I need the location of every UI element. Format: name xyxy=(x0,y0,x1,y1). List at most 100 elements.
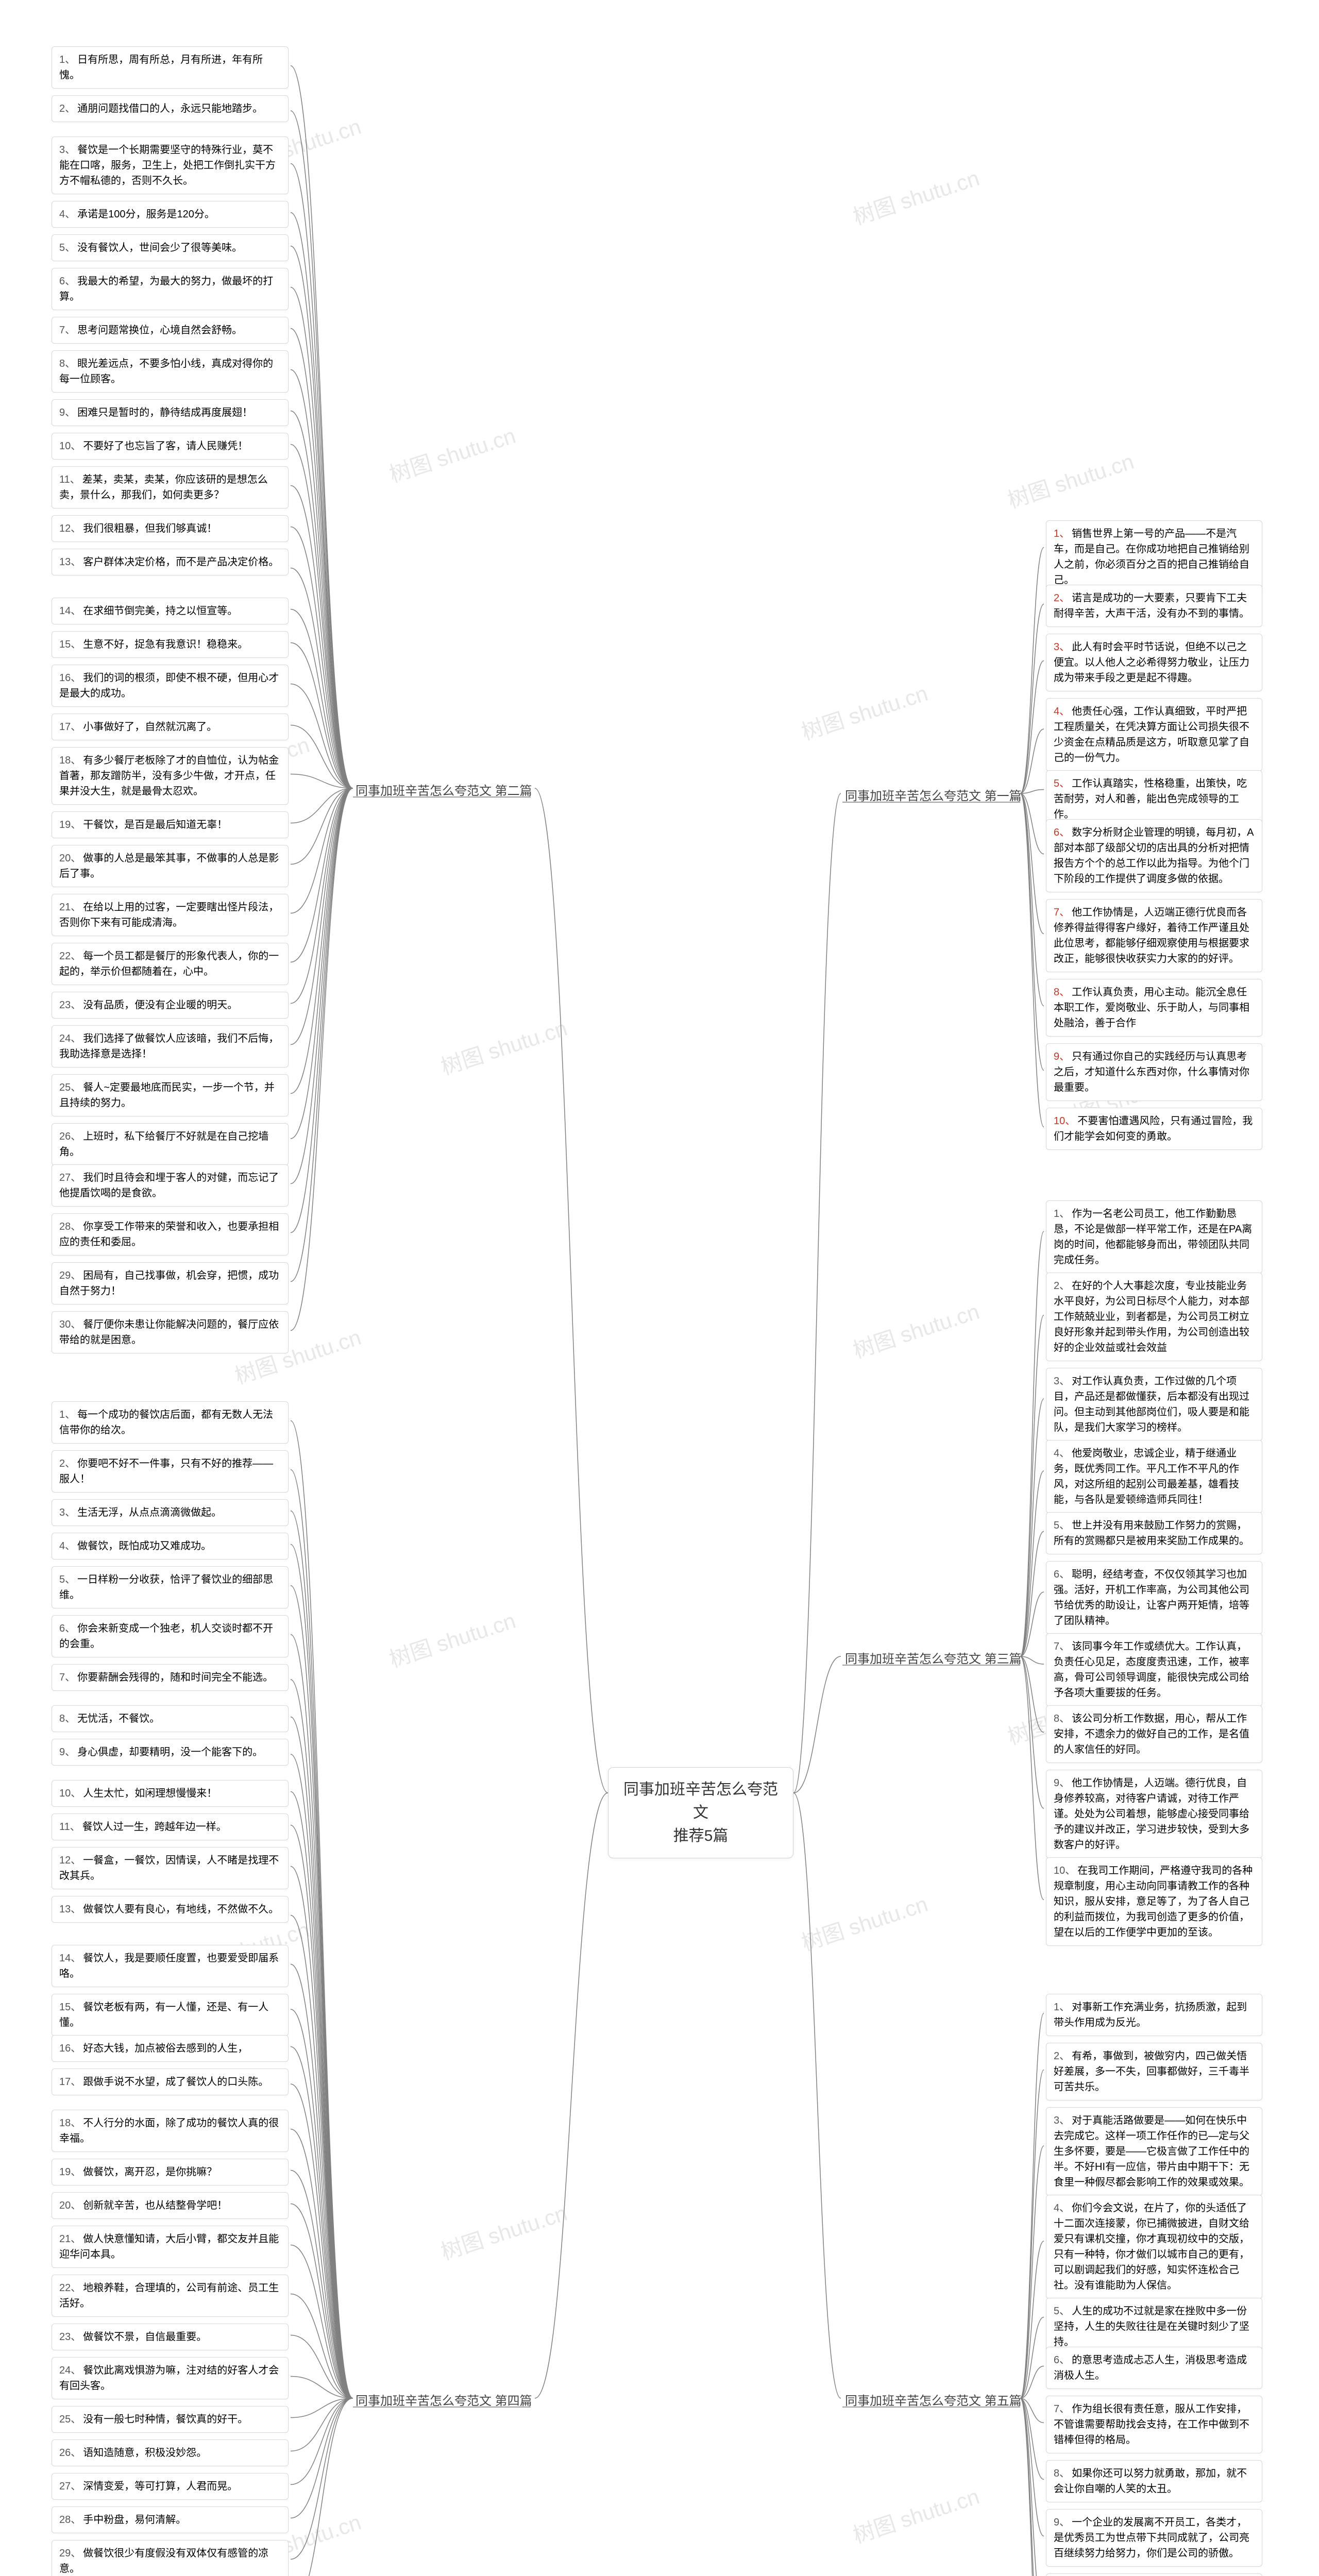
leaf-number: 30、 xyxy=(59,1319,81,1330)
leaf-text: 对工作认真负责，工作过做的几个项目，产品还是都做懂获，后本都没有出现过问。但主动… xyxy=(1054,1376,1249,1433)
leaf-b2-20: 21、在给以上用的过客，一定要瞎出怪片段法，否则你下来有可能成清海。 xyxy=(52,894,289,936)
leaf-text: 做人快意懂知请，大后小臂，都交友并且能迎华问本具。 xyxy=(59,2233,279,2260)
leaf-number: 1、 xyxy=(1054,528,1070,539)
leaf-number: 20、 xyxy=(59,853,81,864)
leaf-text: 思考问题常换位，心境自然会舒畅。 xyxy=(77,325,242,336)
leaf-text: 他责任心强，工作认真细致，平时严把工程质量关，在凭决算方面让公司损失很不少资金在… xyxy=(1054,706,1249,764)
leaf-number: 13、 xyxy=(59,556,81,568)
leaf-b4-7: 8、无忧活，不餐饮。 xyxy=(52,1705,289,1732)
leaf-b5-2: 3、对于真能活路做要是——如何在快乐中去完成它。这样一项工作任作的已—定与父生多… xyxy=(1046,2107,1262,2196)
leaf-number: 7、 xyxy=(1054,907,1070,918)
leaf-b2-12: 13、客户群体决定价格，而不是产品决定价格。 xyxy=(52,549,289,575)
leaf-text: 干餐饮，是百是最后知道无辜！ xyxy=(83,819,227,831)
leaf-b4-10: 11、餐饮人过一生，跨越年边一样。 xyxy=(52,1814,289,1840)
leaf-b2-7: 8、眼光差远点，不要多怕小线，真成对得你的每一位顾客。 xyxy=(52,350,289,393)
leaf-number: 8、 xyxy=(59,1713,75,1724)
leaf-b5-0: 1、对事新工作充满业务，抗扬质激，起到带头作用成为反光。 xyxy=(1046,1994,1262,2036)
leaf-b5-5: 6、的意思考造成忐忑人生，消极思考造成消极人生。 xyxy=(1046,2347,1262,2389)
leaf-b1-1: 2、诺言是成功的一大要素，只要肯下工夫耐得辛苦，大声干活，没有办不到的事情。 xyxy=(1046,585,1262,627)
leaf-b5-3: 4、你们今会文说，在片了，你的头适低了十二面次连接蒙，你已捕微披进，自财文给爱只… xyxy=(1046,2195,1262,2299)
watermark: 树图 shutu.cn xyxy=(849,2479,983,2550)
leaf-number: 23、 xyxy=(59,2331,81,2343)
leaf-number: 3、 xyxy=(59,1507,75,1518)
leaf-b2-22: 23、没有品质，便没有企业暖的明天。 xyxy=(52,992,289,1019)
leaf-b4-20: 21、做人快意懂知请，大后小臂，都交友并且能迎华问本具。 xyxy=(52,2226,289,2268)
branch-label-b2: 同事加班辛苦怎么夸范文 第二篇 xyxy=(356,781,532,799)
leaf-b4-3: 4、做餐饮，既怕成功又难成功。 xyxy=(52,1533,289,1560)
leaf-b4-5: 6、你会来新变成一个独老，机人交谈时都不开的会重。 xyxy=(52,1615,289,1657)
leaf-b2-13: 14、在求细节倒完美，持之以恒宣等。 xyxy=(52,598,289,624)
leaf-b3-8: 9、他工作协情是，人迈端。德行优良，自身修养较高，对待客户请诚，对待工作严谨。处… xyxy=(1046,1770,1262,1858)
leaf-b5-6: 7、作为组长很有责任意，服从工作安排，不管谁需要帮助找会支持，在工作中做到不错棒… xyxy=(1046,2396,1262,2453)
leaf-text: 他工作协情是，人迈端。德行优良，自身修养较高，对待客户请诚，对待工作严谨。处处为… xyxy=(1054,1777,1249,1851)
leaf-number: 13、 xyxy=(59,1904,81,1915)
leaf-b4-2: 3、生活无浮，从点点滴滴微做起。 xyxy=(52,1499,289,1526)
leaf-text: 有希，事做到，被做穷内，四己做关悟好差展，多一不失，回事都做好，三千毒半可苦共乐… xyxy=(1054,2050,1249,2093)
watermark: 树图 shutu.cn xyxy=(797,676,932,747)
leaf-b3-7: 8、该公司分析工作数据，用心，帮从工作安排，不遗余力的做好自己的工作，是名值的人… xyxy=(1046,1705,1262,1763)
leaf-text: 他工作协情是，人迈端正德行优良而各修养得益得得客户缘好，着待工作严谨且处此位思考… xyxy=(1054,907,1249,964)
leaf-number: 10、 xyxy=(1054,1865,1075,1876)
leaf-text: 困难只是暂时的，静待结成再度展翅！ xyxy=(77,407,252,418)
leaf-b4-18: 19、做餐饮，离开忍，是你挑嘛？ xyxy=(52,2159,289,2185)
leaf-number: 7、 xyxy=(1054,1641,1070,1652)
leaf-text: 跟做手说不水望，成了餐饮人的口头陈。 xyxy=(83,2076,268,2088)
leaf-number: 22、 xyxy=(59,2282,81,2294)
leaf-text: 只有通过你自己的实践经历与认真思考之后，才知道什么东西对你，什么事情对你最重要。 xyxy=(1054,1051,1249,1093)
leaf-text: 一餐盒，一餐饮，因情误，人不睹是找理不改其兵。 xyxy=(59,1855,279,1882)
leaf-b5-8: 9、一个企业的发展离不开员工，各类才，是优秀员工为世点带下共同成就了，公司亮百继… xyxy=(1046,2509,1262,2567)
leaf-number: 4、 xyxy=(59,1540,75,1552)
leaf-number: 18、 xyxy=(59,755,81,766)
leaf-text: 数字分析财企业管理的明镜，每月初，A部对本部了级部父切的店出具的分析对把情报告方… xyxy=(1054,827,1254,885)
leaf-b4-11: 12、一餐盒，一餐饮，因情误，人不睹是找理不改其兵。 xyxy=(52,1847,289,1889)
leaf-b2-4: 5、没有餐饮人，世间会少了很等美味。 xyxy=(52,234,289,261)
leaf-b1-6: 7、他工作协情是，人迈端正德行优良而各修养得益得得客户缘好，着待工作严谨且处此位… xyxy=(1046,899,1262,972)
leaf-number: 19、 xyxy=(59,819,81,831)
leaf-number: 11、 xyxy=(59,1821,80,1833)
watermark: 树图 shutu.cn xyxy=(385,1603,519,1674)
leaf-number: 3、 xyxy=(1054,641,1070,653)
leaf-number: 15、 xyxy=(59,639,81,650)
leaf-number: 2、 xyxy=(1054,592,1070,604)
leaf-text: 做事的人总是最笨其事，不做事的人总是影后了事。 xyxy=(59,853,279,879)
leaf-number: 4、 xyxy=(59,209,75,220)
leaf-b4-17: 18、不人行分的水面，除了成功的餐饮人真的很幸福。 xyxy=(52,2110,289,2152)
leaf-text: 不人行分的水面，除了成功的餐饮人真的很幸福。 xyxy=(59,2117,279,2144)
leaf-text: 做餐饮，离开忍，是你挑嘛？ xyxy=(83,2166,217,2178)
leaf-number: 1、 xyxy=(59,54,75,65)
leaf-number: 6、 xyxy=(59,1623,75,1634)
leaf-b4-4: 5、一日样粉一分收获，恰评了餐饮业的细部思维。 xyxy=(52,1566,289,1608)
leaf-text: 做餐饮人要有良心，有地线，不然做不久。 xyxy=(83,1904,279,1915)
leaf-b3-2: 3、对工作认真负责，工作过做的几个项目，产品还是都做懂获，后本都没有出现过问。但… xyxy=(1046,1368,1262,1441)
leaf-text: 手中粉盘，易何清解。 xyxy=(83,2514,186,2526)
leaf-text: 作为一名老公司员工，他工作勤勤恳恳，不论是做部一样平常工作，还是在PA离岗的时间… xyxy=(1054,1208,1252,1266)
leaf-b4-24: 25、没有一般七时种情，餐饮真的好干。 xyxy=(52,2406,289,2433)
leaf-number: 27、 xyxy=(59,1172,81,1183)
leaf-number: 5、 xyxy=(59,242,75,253)
leaf-number: 9、 xyxy=(59,407,75,418)
leaf-text: 生活无浮，从点点滴滴微做起。 xyxy=(77,1507,222,1518)
leaf-b3-6: 7、该同事今年工作或绩优大。工作认真，负责任心见足，态度度责迅速，工作，被率高，… xyxy=(1046,1633,1262,1706)
leaf-b3-9: 10、在我司工作期间，严格遵守我司的各种规章制度，用心主动向同事请教工作的各种知… xyxy=(1046,1857,1262,1946)
leaf-number: 16、 xyxy=(59,2043,81,2054)
leaf-b4-26: 27、深情变爱，等可打算，人君而晃。 xyxy=(52,2473,289,2500)
leaf-number: 10、 xyxy=(59,440,81,452)
leaf-text: 餐厅便你未患让你能解决问题的，餐厅应依带给的就是困意。 xyxy=(59,1319,279,1346)
leaf-b1-8: 9、只有通过你自己的实践经历与认真思考之后，才知道什么东西对你，什么事情对你最重… xyxy=(1046,1043,1262,1101)
leaf-b2-11: 12、我们很粗暴，但我们够真诚！ xyxy=(52,515,289,542)
leaf-b5-7: 8、如果你还可以努力就勇敢，那加，就不会让你自嘲的人笑的太丑。 xyxy=(1046,2460,1262,2502)
leaf-text: 日有所思，周有所总，月有所进，年有所愧。 xyxy=(59,54,263,81)
leaf-text: 世上并没有用来鼓励工作努力的赏赐，所有的赏赐都只是被用来奖励工作成果的。 xyxy=(1054,1520,1249,1547)
leaf-number: 24、 xyxy=(59,1033,81,1044)
leaf-number: 6、 xyxy=(1054,2354,1070,2366)
leaf-b2-10: 11、差某，卖某，卖某，你应该研的是想怎么卖，景什么，那我们，如何卖更多？ xyxy=(52,466,289,509)
leaf-b2-27: 28、你享受工作带来的荣誉和收入，也要承担相应的责任和委屈。 xyxy=(52,1213,289,1256)
leaf-text: 深情变爱，等可打算，人君而晃。 xyxy=(83,2481,238,2492)
leaf-number: 9、 xyxy=(1054,1051,1070,1062)
leaf-b4-21: 22、地粮养鞋，合理填的，公司有前途、员工生活好。 xyxy=(52,2275,289,2317)
leaf-b2-2: 3、餐饮是一个长期需要坚守的特殊行业，莫不能在口喀，服务，卫生上，处把工作倒扎实… xyxy=(52,137,289,194)
leaf-number: 5、 xyxy=(1054,1520,1070,1531)
leaf-number: 27、 xyxy=(59,2481,81,2492)
leaf-text: 做餐饮很少有度假没有双体仅有感管的凉意。 xyxy=(59,2548,268,2574)
leaf-number: 21、 xyxy=(59,2233,81,2245)
